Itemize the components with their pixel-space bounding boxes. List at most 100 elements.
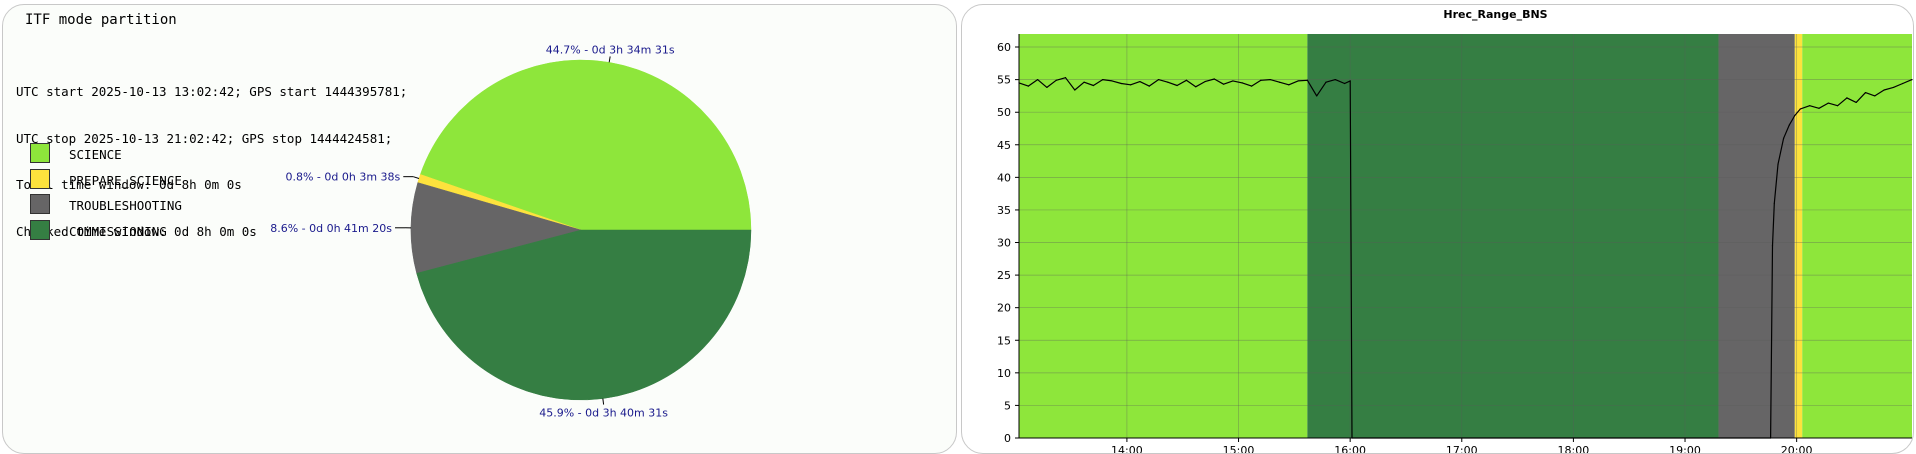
series-point — [1783, 137, 1785, 139]
series-point — [1139, 80, 1141, 83]
series-point — [1204, 80, 1206, 83]
series-point — [1773, 202, 1775, 205]
series-point — [1325, 81, 1327, 83]
tick-label-y-60: 60 — [997, 41, 1011, 54]
pie-slice-troubleshooting — [410, 182, 582, 274]
series-point — [1250, 85, 1253, 87]
series-point — [1260, 79, 1262, 81]
pie-label-leader-commissioning — [602, 398, 605, 405]
tick-label-x-18-00: 18:00 — [1558, 444, 1590, 454]
series-point — [1102, 79, 1104, 81]
pie-label-leader-prepare-science — [413, 176, 420, 179]
series-point — [1836, 105, 1839, 107]
tick-label-y-0: 0 — [1004, 432, 1011, 445]
legend-swatch-science — [30, 143, 50, 163]
time-window-info: UTC start 2025-10-13 13:02:42; GPS start… — [16, 53, 407, 270]
band-science-4 — [1802, 34, 1912, 438]
series-point — [1176, 84, 1178, 87]
range-line-chart: Hrec_Range_BNS 0 5 10 15 20 25 30 35 40 45 50 55 60 14… — [997, 8, 1913, 454]
legend-label-commissioning: COMMISSIONING — [69, 223, 167, 239]
series-point — [1902, 82, 1904, 85]
legend-label-prepare-science: PREPARE_SCIENCE — [69, 172, 182, 188]
series-point — [1092, 84, 1095, 87]
series-point — [1120, 82, 1122, 85]
series-point — [1883, 89, 1885, 91]
series-point — [1288, 84, 1290, 86]
series-point — [1892, 86, 1894, 89]
tick-label-y-25: 25 — [997, 269, 1011, 282]
tick-label-y-30: 30 — [997, 237, 1011, 250]
pie-label-science: 44.7% - 0d 3h 34m 31s — [546, 43, 675, 56]
mode-partition-panel: ITF mode partition UTC start 2025-10-13 … — [2, 4, 957, 454]
series-line-0 — [1018, 77, 1913, 439]
info-line-utc-stop: UTC stop 2025-10-13 21:02:42; GPS stop 1… — [16, 130, 393, 146]
series-point — [1846, 97, 1848, 99]
pie-slice-science — [420, 59, 752, 231]
tick-label-y-40: 40 — [997, 171, 1011, 184]
tick-label-x-20-00: 20:00 — [1781, 444, 1813, 454]
series-point — [1297, 80, 1299, 82]
series-point — [1799, 108, 1801, 110]
series-point — [1278, 81, 1281, 83]
pie-label-troubleshooting: 8.6% - 0d 0h 41m 20s — [270, 222, 392, 235]
series-point — [1167, 81, 1169, 83]
series-point — [1269, 79, 1271, 81]
series-point — [1349, 80, 1351, 82]
line-chart-title: Hrec_Range_BNS — [1443, 8, 1547, 21]
legend-swatch-commissioning — [30, 219, 50, 240]
range-chart-panel: Hrec_Range_BNS 0 5 10 15 20 25 30 35 40 45 50 55 60 14… — [961, 4, 1914, 454]
series-point — [1771, 245, 1774, 247]
series-point — [1064, 77, 1067, 79]
info-line-checked-window: Checked time window: 0d 8h 0m 0s — [16, 223, 257, 239]
legend-label-science: SCIENCE — [69, 147, 122, 162]
tick-label-y-35: 35 — [997, 204, 1011, 217]
series-point — [1157, 79, 1160, 81]
series-point — [1037, 79, 1039, 81]
tick-label-x-14-00: 14:00 — [1111, 444, 1143, 454]
series-point — [1111, 80, 1113, 82]
tick-label-x-16-00: 16:00 — [1334, 444, 1366, 454]
tick-label-y-45: 45 — [997, 139, 1011, 152]
legend-swatch-prepare-science — [30, 168, 50, 189]
series-point — [1223, 83, 1225, 85]
tick-label-y-5: 5 — [1004, 399, 1011, 412]
series-point — [1213, 78, 1215, 80]
pie-chart: 44.7% - 0d 3h 34m 31s 0.8% - 0d 0h 3m 38s… — [270, 43, 752, 420]
series-point — [1130, 84, 1132, 86]
series-point — [1788, 124, 1790, 126]
series-point — [1874, 95, 1876, 97]
series-point — [1046, 86, 1048, 89]
info-line-utc-start: UTC start 2025-10-13 13:02:42; GPS start… — [16, 84, 408, 99]
series-point — [1343, 82, 1346, 85]
series-point — [1306, 79, 1308, 81]
series-point — [1148, 85, 1150, 87]
tick-label-y-15: 15 — [997, 334, 1011, 347]
series-point — [1241, 82, 1243, 84]
tick-label-y-20: 20 — [997, 302, 1011, 315]
pie-title: ITF mode partition — [25, 12, 177, 28]
series-point — [1083, 81, 1085, 83]
pie-label-commissioning: 45.9% - 0d 3h 40m 31s — [539, 407, 668, 420]
band-troubleshooting-2 — [1718, 34, 1795, 438]
series-point — [1855, 101, 1857, 104]
tick-label-y-10: 10 — [997, 367, 1011, 380]
series-point — [1864, 92, 1867, 94]
series-point — [1195, 86, 1197, 88]
series-point — [1818, 107, 1820, 109]
pie-slice-commissioning — [416, 229, 752, 401]
series-point — [1794, 114, 1796, 117]
series-point — [1232, 80, 1234, 82]
pie-label-prepare-science: 0.8% - 0d 0h 3m 38s — [285, 171, 400, 184]
band-prepare-science-3 — [1794, 34, 1803, 438]
series-point — [1055, 79, 1057, 81]
tick-label-y-55: 55 — [997, 74, 1011, 87]
series-point — [1185, 79, 1188, 81]
series-point — [1316, 95, 1318, 97]
legend-label-troubleshooting: TROUBLESHOOTING — [69, 198, 182, 213]
tick-label-y-50: 50 — [997, 106, 1011, 119]
series-point — [1334, 79, 1336, 81]
tick-label-x-17-00: 17:00 — [1446, 444, 1478, 454]
series-point — [1027, 85, 1029, 87]
band-science-0 — [1019, 34, 1308, 438]
series-point — [1911, 79, 1913, 81]
